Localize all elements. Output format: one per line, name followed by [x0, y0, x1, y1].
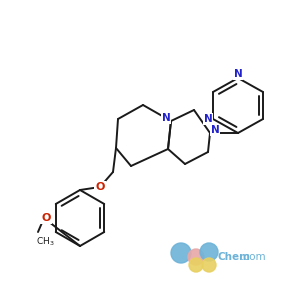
Circle shape — [189, 258, 203, 272]
Circle shape — [188, 249, 204, 265]
Text: N: N — [211, 125, 219, 135]
Text: Chem: Chem — [218, 252, 251, 262]
Text: O: O — [41, 213, 51, 223]
Text: CH$_3$: CH$_3$ — [36, 236, 55, 248]
Circle shape — [202, 258, 216, 272]
Text: N: N — [162, 113, 170, 123]
Text: N: N — [204, 114, 212, 124]
Circle shape — [171, 243, 191, 263]
Text: N: N — [234, 69, 242, 79]
Text: .com: .com — [241, 252, 267, 262]
Text: O: O — [95, 182, 105, 192]
Circle shape — [200, 243, 218, 261]
